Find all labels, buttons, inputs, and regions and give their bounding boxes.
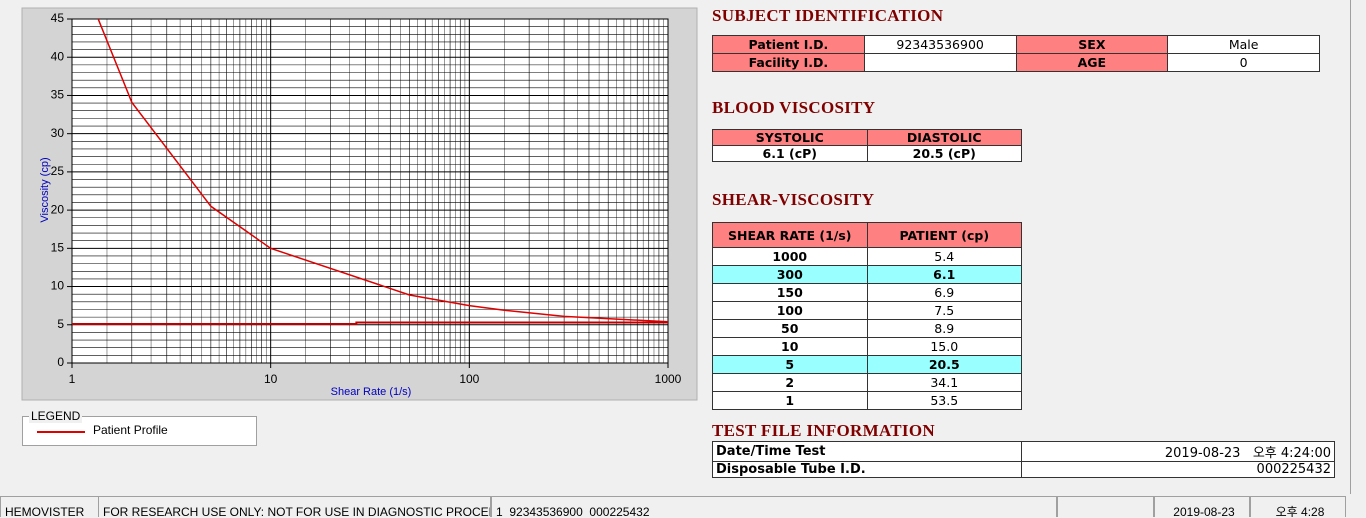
cell: 34.1 xyxy=(866,373,1022,392)
status-cell: 오후 4:28 xyxy=(1250,496,1346,517)
legend: LEGEND Patient Profile xyxy=(22,409,257,446)
cell: 6.9 xyxy=(866,283,1022,302)
status-cell: FOR RESEARCH USE ONLY: NOT FOR USE IN DI… xyxy=(98,496,491,517)
cell: 1000 xyxy=(712,247,868,266)
y-tick-label: 0 xyxy=(57,355,64,369)
data-line xyxy=(72,321,668,326)
cell: 100 xyxy=(712,301,868,320)
y-tick-label: 25 xyxy=(51,164,65,178)
cell xyxy=(863,53,1017,72)
cell: Date/Time Test xyxy=(712,441,1022,462)
data-line xyxy=(97,19,668,323)
cell: 7.5 xyxy=(866,301,1022,320)
status-cell: HEMOVISTER xyxy=(0,496,99,517)
plot-area xyxy=(72,19,668,363)
cell: PATIENT (cp) xyxy=(866,222,1022,248)
status-cell: 1 92343536900 000225432 xyxy=(491,496,1057,517)
cell: DIASTOLIC xyxy=(866,129,1022,146)
test-file-table: Date/Time Test 2019-08-23 오후 4:24:00 Disp… xyxy=(712,441,1335,478)
cell: Male xyxy=(1167,35,1320,54)
cell: 20.5 xyxy=(866,355,1022,374)
y-tick-label: 20 xyxy=(51,202,65,216)
cell: Patient I.D. xyxy=(712,35,865,54)
shear-viscosity-table: SHEAR RATE (1/s) PATIENT (cp) 1000 5.4 300… xyxy=(712,222,1022,410)
window-edge xyxy=(1350,0,1351,494)
cell: 150 xyxy=(712,283,868,302)
cell: Disposable Tube I.D. xyxy=(712,461,1022,478)
cell: 2 xyxy=(712,373,868,392)
cell: 10 xyxy=(712,337,868,356)
cell: 92343536900 xyxy=(863,35,1017,54)
cell: 5.4 xyxy=(866,247,1022,266)
cell: SEX xyxy=(1015,35,1169,54)
cell: 300 xyxy=(712,265,868,284)
legend-entry: Patient Profile xyxy=(93,423,168,437)
cell: 2019-08-23 오후 4:24:00 xyxy=(1021,441,1335,462)
section-title: SUBJECT IDENTIFICATION xyxy=(712,6,944,25)
legend-title: LEGEND xyxy=(29,409,83,423)
cell: AGE xyxy=(1015,53,1169,72)
plot-frame xyxy=(71,18,669,364)
cell: SYSTOLIC xyxy=(712,129,868,146)
cell: 8.9 xyxy=(866,319,1022,338)
blood-viscosity-table: SYSTOLIC DIASTOLIC 6.1 (cP) 20.5 (cP) xyxy=(712,129,1022,162)
legend-swatch xyxy=(37,431,85,433)
y-tick-label: 15 xyxy=(51,241,65,255)
cell: SHEAR RATE (1/s) xyxy=(712,222,868,248)
section-title: SHEAR-VISCOSITY xyxy=(712,190,875,209)
cell: 6.1 (cP) xyxy=(712,145,868,162)
y-axis-label: Viscosity (cp) xyxy=(39,157,51,222)
section-title: TEST FILE INFORMATION xyxy=(712,421,935,440)
cell: Facility I.D. xyxy=(712,53,865,72)
section-title: BLOOD VISCOSITY xyxy=(712,98,876,117)
x-axis-label: Shear Rate (1/s) xyxy=(331,386,412,398)
y-tick-label: 30 xyxy=(51,126,65,140)
x-tick-label: 100 xyxy=(459,372,479,386)
cell: 6.1 xyxy=(866,265,1022,284)
chart: Shear Rate (1/s) Viscosity (cp) 0 5 10 15 20… xyxy=(21,7,698,401)
x-tick-label: 10 xyxy=(264,372,278,386)
status-cell xyxy=(1057,496,1154,517)
cell: 1 xyxy=(712,391,868,410)
cell: 0 xyxy=(1167,53,1320,72)
cell: 53.5 xyxy=(866,391,1022,410)
status-bar: HEMOVISTER FOR RESEARCH USE ONLY: NOT FO… xyxy=(0,496,1366,518)
cell: 5 xyxy=(712,355,868,374)
subject-table: Patient I.D. 92343536900 SEX Male Facility … xyxy=(712,35,1320,72)
y-tick-label: 5 xyxy=(57,317,64,331)
cell: 20.5 (cP) xyxy=(866,145,1022,162)
cell: 000225432 xyxy=(1021,461,1335,478)
y-tick-label: 40 xyxy=(51,49,65,63)
cell: 15.0 xyxy=(866,337,1022,356)
cell: 50 xyxy=(712,319,868,338)
y-tick-label: 35 xyxy=(51,88,65,102)
y-tick-label: 10 xyxy=(51,279,65,293)
status-cell: 2019-08-23 xyxy=(1154,496,1250,517)
y-tick-label: 45 xyxy=(51,11,65,25)
x-tick-label: 1000 xyxy=(655,372,682,386)
x-tick-label: 1 xyxy=(69,372,76,386)
